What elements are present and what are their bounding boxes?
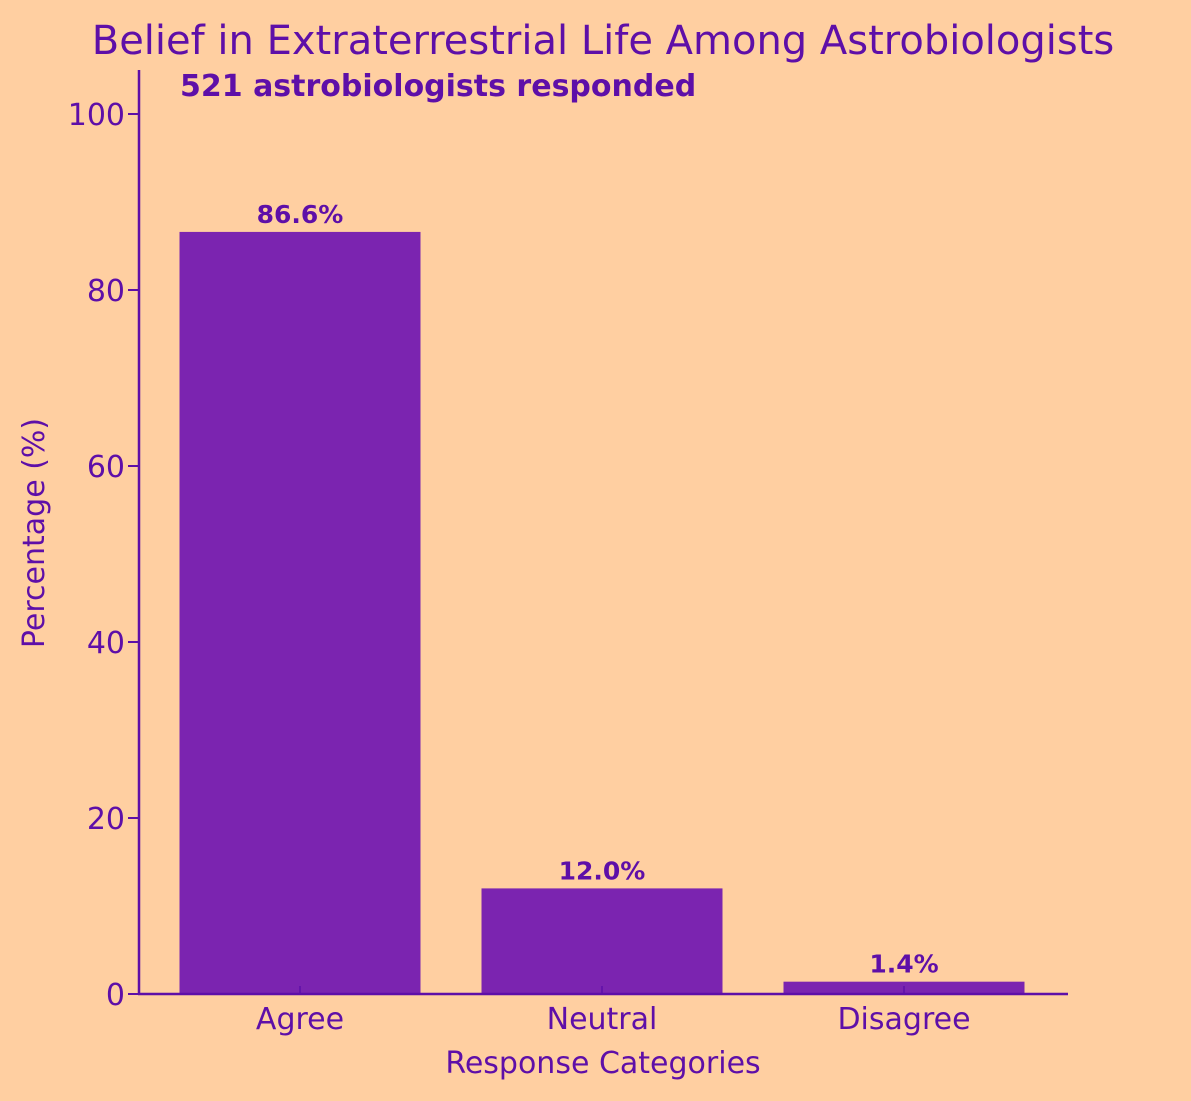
- y-tick-label: 0: [106, 978, 125, 1013]
- data-label-disagree: 1.4%: [869, 950, 938, 979]
- x-tick-label-neutral: Neutral: [547, 1002, 658, 1037]
- bar-neutral: [481, 888, 723, 994]
- labels-layer: 86.6% Agree 12.0% Neutral 1.4% Disagree 0 20 40 6…: [68, 98, 971, 1037]
- y-tick-label: 60: [87, 450, 125, 485]
- x-tick-label-agree: Agree: [256, 1002, 344, 1037]
- y-tick-label: 40: [87, 626, 125, 661]
- bars-layer: [179, 231, 1025, 995]
- x-tick-label-disagree: Disagree: [837, 1002, 970, 1037]
- y-tick-label: 100: [68, 98, 125, 133]
- chart-subtitle: 521 astrobiologists responded: [180, 69, 696, 104]
- bar-agree: [179, 231, 421, 995]
- data-label-neutral: 12.0%: [559, 856, 646, 885]
- axes-layer: [128, 70, 1068, 996]
- x-axis-label: Response Categories: [445, 1046, 760, 1081]
- y-tick-label: 20: [87, 802, 125, 837]
- data-label-agree: 86.6%: [257, 200, 344, 229]
- y-axis-label: Percentage (%): [17, 418, 52, 648]
- chart-title: Belief in Extraterrestrial Life Among As…: [92, 18, 1115, 64]
- y-tick-label: 80: [87, 274, 125, 309]
